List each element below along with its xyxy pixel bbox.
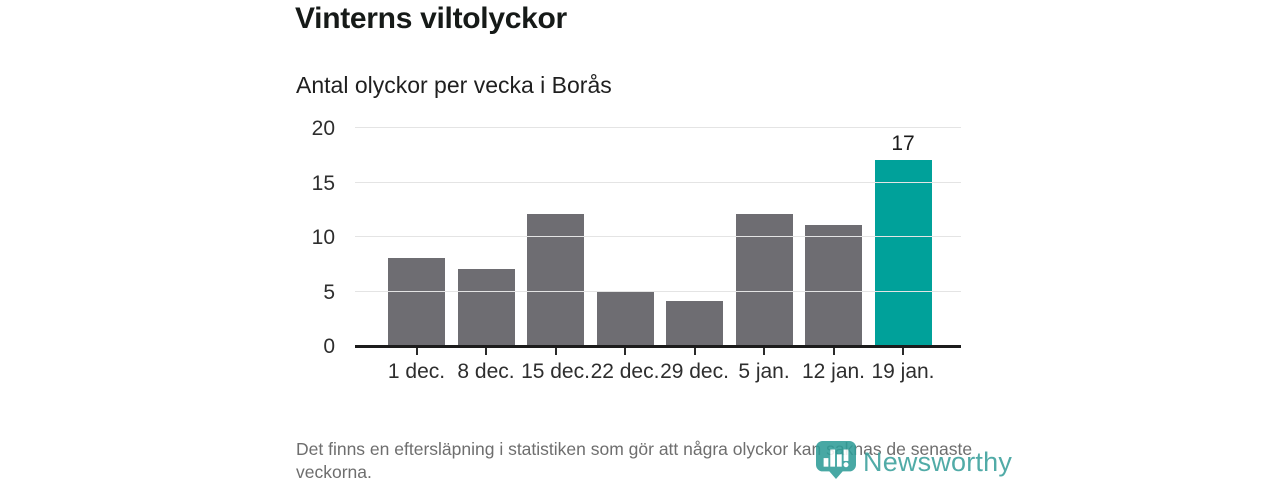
x-tick-mark [902,348,904,355]
footer-note: Det finns en eftersläpning i statistiken… [296,439,973,480]
bar-8-dec [457,268,515,355]
x-tick-label: 15 dec. [521,360,590,383]
x-tick-mark [763,348,765,355]
x-tick-label: 29 dec. [660,360,729,383]
plot-area: 17 [355,127,961,355]
x-tick-label: 1 dec. [387,360,446,383]
bar-1-dec [388,257,445,355]
x-tick-label: 22 dec. [590,360,660,383]
bar-12-jan [805,225,862,355]
bar-22-dec [596,290,654,355]
gridline [355,127,961,128]
newsworthy-wordmark: Newsworthy [863,447,1013,477]
chart-subtitle: Antal olyckor per vecka i Borås [296,72,612,98]
x-tick-label: 8 dec. [457,360,515,383]
y-tick-label: 0 [323,335,335,358]
bar-29-dec [666,301,723,355]
x-axis-labels: 1 dec. 8 dec. 15 dec. 22 dec. 29 dec. 5 jan. 1… [387,360,935,384]
x-tick-mark [832,348,835,355]
bars-container: 17 [388,130,932,355]
bar-chart-speech-bubble-icon [815,440,857,480]
bar-19-jan: 17 [874,132,932,355]
gridline [355,236,961,237]
bar-5-jan [735,214,793,355]
gridline [355,290,961,292]
x-tick-label: 12 jan. [801,360,866,383]
newsworthy-logo: Newsworthy [815,440,1012,480]
y-tick-label: 15 [311,171,335,195]
bar-15-dec [527,214,584,355]
x-tick-label: 19 jan. [871,360,935,383]
gridline [355,181,961,183]
y-tick-label: 20 [311,117,335,140]
x-tick-mark [624,348,626,355]
y-tick-label: 5 [323,280,335,304]
y-tick-label: 10 [311,226,335,249]
x-tick-mark [693,348,696,355]
x-tick-mark [554,348,557,355]
x-tick-mark [485,348,487,355]
bar-value-label: 17 [891,131,915,155]
x-tick-mark [415,348,418,355]
y-axis: 0 5 10 15 20 [275,117,345,358]
chart-title: Vinterns viltolyckor [295,2,567,35]
x-tick-label: 5 jan. [738,360,790,383]
